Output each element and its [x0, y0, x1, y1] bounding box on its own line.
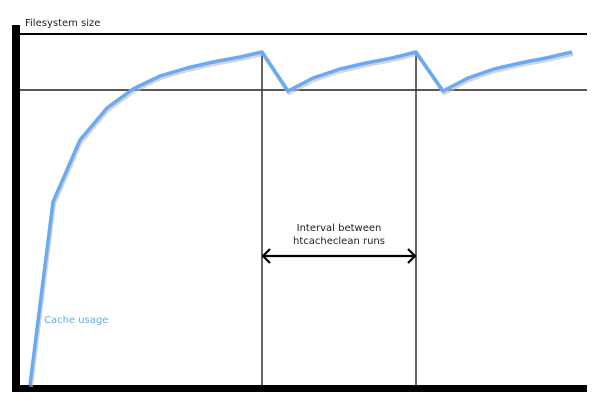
curve-label: Cache usage: [44, 315, 109, 326]
cache-usage-curve-shadow: [29, 51, 574, 388]
interval-label: Interval between htcacheclean runs: [262, 222, 416, 248]
interval-label-line-1: Interval between: [296, 223, 382, 234]
interval-label-line-2: htcacheclean runs: [293, 236, 385, 247]
interval-arrow: [261, 248, 417, 264]
cache-usage-curve: [28, 50, 573, 386]
y-axis: [12, 25, 20, 391]
x-axis: [12, 385, 587, 392]
y-axis-label: Filesystem size: [25, 18, 101, 29]
